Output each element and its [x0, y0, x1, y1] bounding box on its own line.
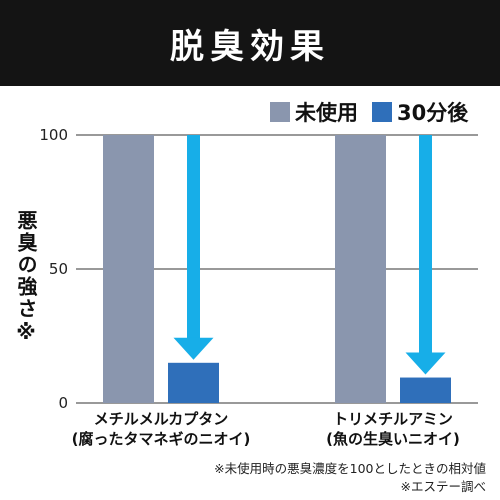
bar-before-0: [103, 135, 154, 403]
legend-label-before: 未使用: [295, 101, 358, 125]
legend-swatch-after: [372, 102, 392, 122]
bar-before-1: [335, 135, 386, 403]
bar-after-1: [400, 377, 451, 403]
legend-item-after: 30分後: [372, 97, 468, 127]
chart-title: 脱臭効果: [170, 26, 330, 67]
legend-label-after: 30分後: [397, 101, 469, 125]
arrow-shaft-1: [419, 135, 432, 354]
y-tick-label-100: 100: [39, 126, 68, 144]
arrow-head-1: [405, 352, 446, 375]
category-sublabel-0: (腐ったタマネギのニオイ): [72, 430, 251, 448]
y-tick-label-50: 50: [49, 260, 68, 278]
y-axis-label: 悪臭の強さ※: [14, 210, 38, 346]
legend-item-before: 未使用: [270, 97, 358, 127]
legend-swatch-before: [270, 102, 290, 122]
arrow-head-0: [173, 337, 214, 360]
category-sublabel-1: (魚の生臭いニオイ): [326, 430, 460, 448]
legend: 未使用 30分後: [270, 97, 468, 127]
title-banner: 脱臭効果: [0, 0, 500, 86]
category-label-1: トリメチルアミン: [333, 410, 453, 428]
footnote-relative-value: ※未使用時の悪臭濃度を100としたときの相対値: [214, 461, 486, 476]
footnote-source: ※エステー調べ: [400, 479, 486, 494]
arrow-shaft-0: [187, 135, 200, 339]
category-label-0: メチルメルカプタン: [94, 410, 229, 428]
bar-after-0: [168, 362, 219, 403]
y-tick-label-0: 0: [58, 394, 68, 412]
